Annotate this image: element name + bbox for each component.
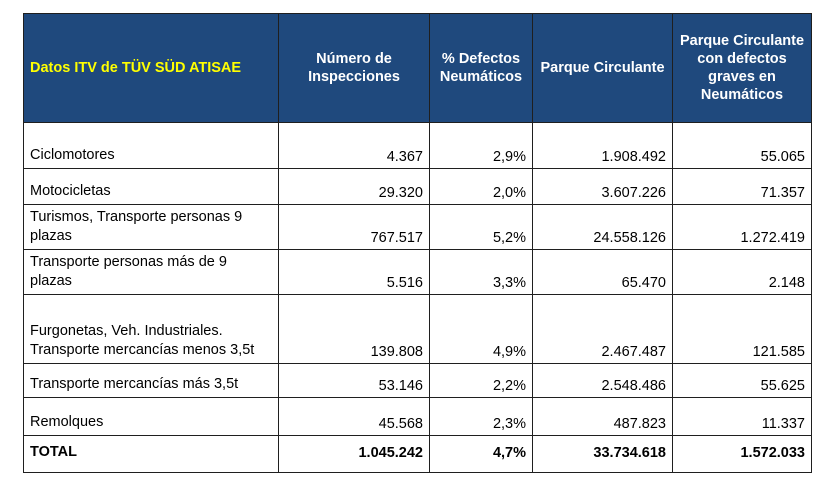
- cell-defectos: 2,9%: [429, 122, 533, 169]
- cell-inspecciones: 767.517: [278, 204, 430, 250]
- cell-inspecciones: 29.320: [278, 168, 430, 205]
- row-label: Ciclomotores: [23, 122, 279, 169]
- row-label: Turismos, Transporte personas 9 plazas: [23, 204, 279, 250]
- table-row: Furgonetas, Veh. Industriales. Transport…: [23, 294, 812, 364]
- cell-parque: 3.607.226: [532, 168, 673, 205]
- cell-inspecciones: 4.367: [278, 122, 430, 169]
- cell-parque-defectos: 71.357: [672, 168, 812, 205]
- cell-defectos: 2,0%: [429, 168, 533, 205]
- table-title: Datos ITV de TÜV SÜD ATISAE: [23, 13, 279, 123]
- cell-parque: 487.823: [532, 397, 673, 436]
- row-label: Transporte mercancías más 3,5t: [23, 363, 279, 398]
- cell-parque: 1.908.492: [532, 122, 673, 169]
- total-parque-defectos: 1.572.033: [672, 435, 812, 473]
- row-label: Transporte personas más de 9 plazas: [23, 249, 279, 295]
- row-label: Furgonetas, Veh. Industriales. Transport…: [23, 294, 279, 364]
- cell-parque-defectos: 55.065: [672, 122, 812, 169]
- table-row: Turismos, Transporte personas 9 plazas 7…: [23, 204, 812, 250]
- cell-parque-defectos: 121.585: [672, 294, 812, 364]
- table-row: Transporte mercancías más 3,5t 53.146 2,…: [23, 363, 812, 398]
- table-row: Remolques 45.568 2,3% 487.823 11.337: [23, 397, 812, 436]
- cell-inspecciones: 45.568: [278, 397, 430, 436]
- cell-parque: 24.558.126: [532, 204, 673, 250]
- cell-parque: 2.467.487: [532, 294, 673, 364]
- col-header-inspecciones: Número de Inspecciones: [278, 13, 430, 123]
- col-header-defectos: % Defectos Neumáticos: [429, 13, 533, 123]
- cell-inspecciones: 53.146: [278, 363, 430, 398]
- table-row: Ciclomotores 4.367 2,9% 1.908.492 55.065: [23, 122, 812, 169]
- cell-inspecciones: 139.808: [278, 294, 430, 364]
- cell-parque-defectos: 2.148: [672, 249, 812, 295]
- cell-defectos: 3,3%: [429, 249, 533, 295]
- total-row: TOTAL 1.045.242 4,7% 33.734.618 1.572.03…: [23, 435, 812, 473]
- cell-parque: 65.470: [532, 249, 673, 295]
- cell-inspecciones: 5.516: [278, 249, 430, 295]
- total-inspecciones: 1.045.242: [278, 435, 430, 473]
- cell-defectos: 2,3%: [429, 397, 533, 436]
- cell-defectos: 5,2%: [429, 204, 533, 250]
- cell-parque: 2.548.486: [532, 363, 673, 398]
- cell-parque-defectos: 1.272.419: [672, 204, 812, 250]
- total-defectos: 4,7%: [429, 435, 533, 473]
- row-label: Motocicletas: [23, 168, 279, 205]
- cell-defectos: 2,2%: [429, 363, 533, 398]
- total-label: TOTAL: [23, 435, 279, 473]
- cell-parque-defectos: 55.625: [672, 363, 812, 398]
- itv-data-table: Datos ITV de TÜV SÜD ATISAE Número de In…: [23, 13, 812, 473]
- col-header-parque-defectos: Parque Circulante con defectos graves en…: [672, 13, 812, 123]
- table-row: Motocicletas 29.320 2,0% 3.607.226 71.35…: [23, 168, 812, 205]
- table-row: Transporte personas más de 9 plazas 5.51…: [23, 249, 812, 295]
- col-header-parque: Parque Circulante: [532, 13, 673, 123]
- row-label: Remolques: [23, 397, 279, 436]
- header-row: Datos ITV de TÜV SÜD ATISAE Número de In…: [23, 13, 812, 123]
- cell-parque-defectos: 11.337: [672, 397, 812, 436]
- cell-defectos: 4,9%: [429, 294, 533, 364]
- total-parque: 33.734.618: [532, 435, 673, 473]
